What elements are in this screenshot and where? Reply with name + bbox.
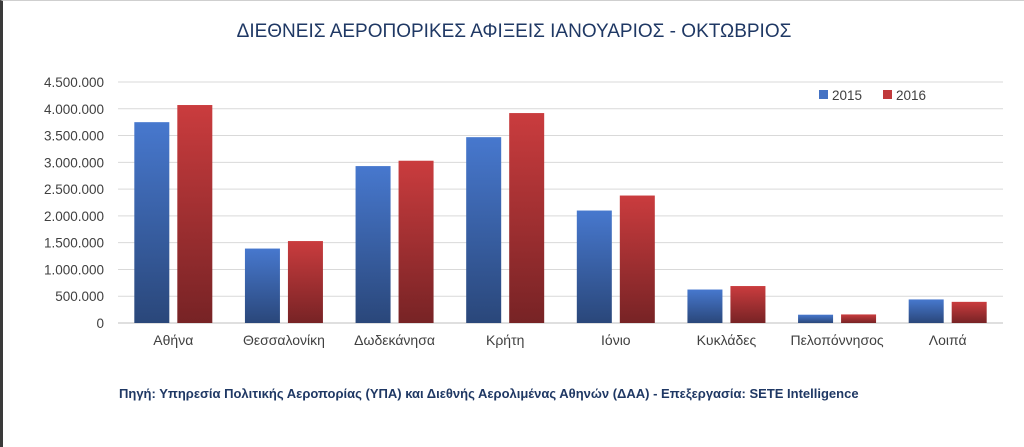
- y-tick-label: 3.000.000: [44, 155, 104, 170]
- y-tick-label: 1.500.000: [44, 236, 104, 251]
- bar-2015-7: [908, 299, 944, 323]
- bar-2015-4: [576, 210, 612, 323]
- y-tick-label: 2.000.000: [44, 209, 104, 224]
- bar-2015-2: [355, 166, 391, 323]
- bar-2015-3: [466, 137, 502, 323]
- category-label: Κρήτη: [486, 332, 524, 348]
- legend-label-2015: 2015: [832, 88, 862, 103]
- legend-swatch-2015: [819, 90, 828, 99]
- legend: 2015 2016: [819, 88, 926, 103]
- category-label: Αθήνα: [153, 332, 193, 348]
- bar-2016-4: [619, 195, 655, 323]
- bar-2016-3: [509, 113, 545, 323]
- legend-swatch-2016: [883, 90, 892, 99]
- y-tick-label: 1.000.000: [44, 262, 104, 277]
- bar-2015-1: [244, 248, 280, 323]
- bar-2015-6: [798, 314, 834, 323]
- bar-2016-0: [177, 105, 213, 323]
- y-tick-label: 4.000.000: [44, 102, 104, 117]
- bars: [134, 105, 987, 324]
- bar-2016-7: [951, 301, 987, 323]
- category-label: Ιόνιο: [601, 332, 631, 348]
- x-axis-categories: Αθήνα Θεσσαλονίκη Δωδεκάνησα Κρήτη Ιόνιο Κυκλ…: [153, 332, 966, 348]
- chart-title: ΔΙΕΘΝΕΙΣ ΑΕΡΟΠΟΡΙΚΕΣ ΑΦΙΞΕΙΣ ΙΑΝΟΥΑΡΙΟΣ …: [237, 21, 792, 42]
- bar-2015-5: [687, 289, 723, 323]
- category-label: Κυκλάδες: [697, 332, 757, 348]
- bar-2016-1: [287, 241, 323, 323]
- y-tick-label: 4.500.000: [44, 75, 104, 90]
- y-tick-label: 2.500.000: [44, 182, 104, 197]
- category-label: Πελοπόννησος: [790, 332, 883, 348]
- category-label: Δωδεκάνησα: [354, 332, 435, 348]
- bar-chart: ΔΙΕΘΝΕΙΣ ΑΕΡΟΠΟΡΙΚΕΣ ΑΦΙΞΕΙΣ ΙΑΝΟΥΑΡΙΟΣ …: [44, 21, 1003, 401]
- category-label: Θεσσαλονίκη: [243, 332, 325, 348]
- y-tick-label: 0: [96, 316, 104, 331]
- bar-2016-5: [730, 286, 766, 323]
- bar-2016-2: [398, 160, 434, 323]
- bar-2015-0: [134, 122, 170, 324]
- y-tick-label: 500.000: [55, 289, 104, 304]
- category-label: Λοιπά: [929, 332, 967, 348]
- y-axis-ticks: 0 500.000 1.000.000 1.500.000 2.000.000 2.500…: [44, 75, 104, 331]
- source-note: Πηγή: Υπηρεσία Πολιτικής Αεροπορίας (ΥΠΑ…: [119, 386, 859, 401]
- bar-2016-6: [841, 314, 877, 323]
- y-tick-label: 3.500.000: [44, 129, 104, 144]
- legend-label-2016: 2016: [896, 88, 926, 103]
